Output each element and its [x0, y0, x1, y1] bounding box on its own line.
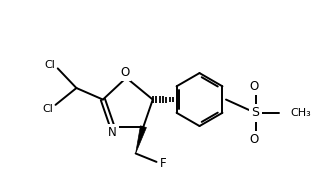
Text: O: O [249, 133, 259, 146]
Text: Cl: Cl [45, 60, 55, 70]
Text: O: O [120, 66, 129, 79]
Text: N: N [108, 126, 117, 139]
Text: Cl: Cl [42, 104, 53, 114]
Text: F: F [160, 157, 167, 170]
Text: S: S [252, 106, 259, 119]
Polygon shape [135, 126, 146, 153]
Text: O: O [249, 80, 259, 93]
Text: CH₃: CH₃ [290, 108, 311, 118]
